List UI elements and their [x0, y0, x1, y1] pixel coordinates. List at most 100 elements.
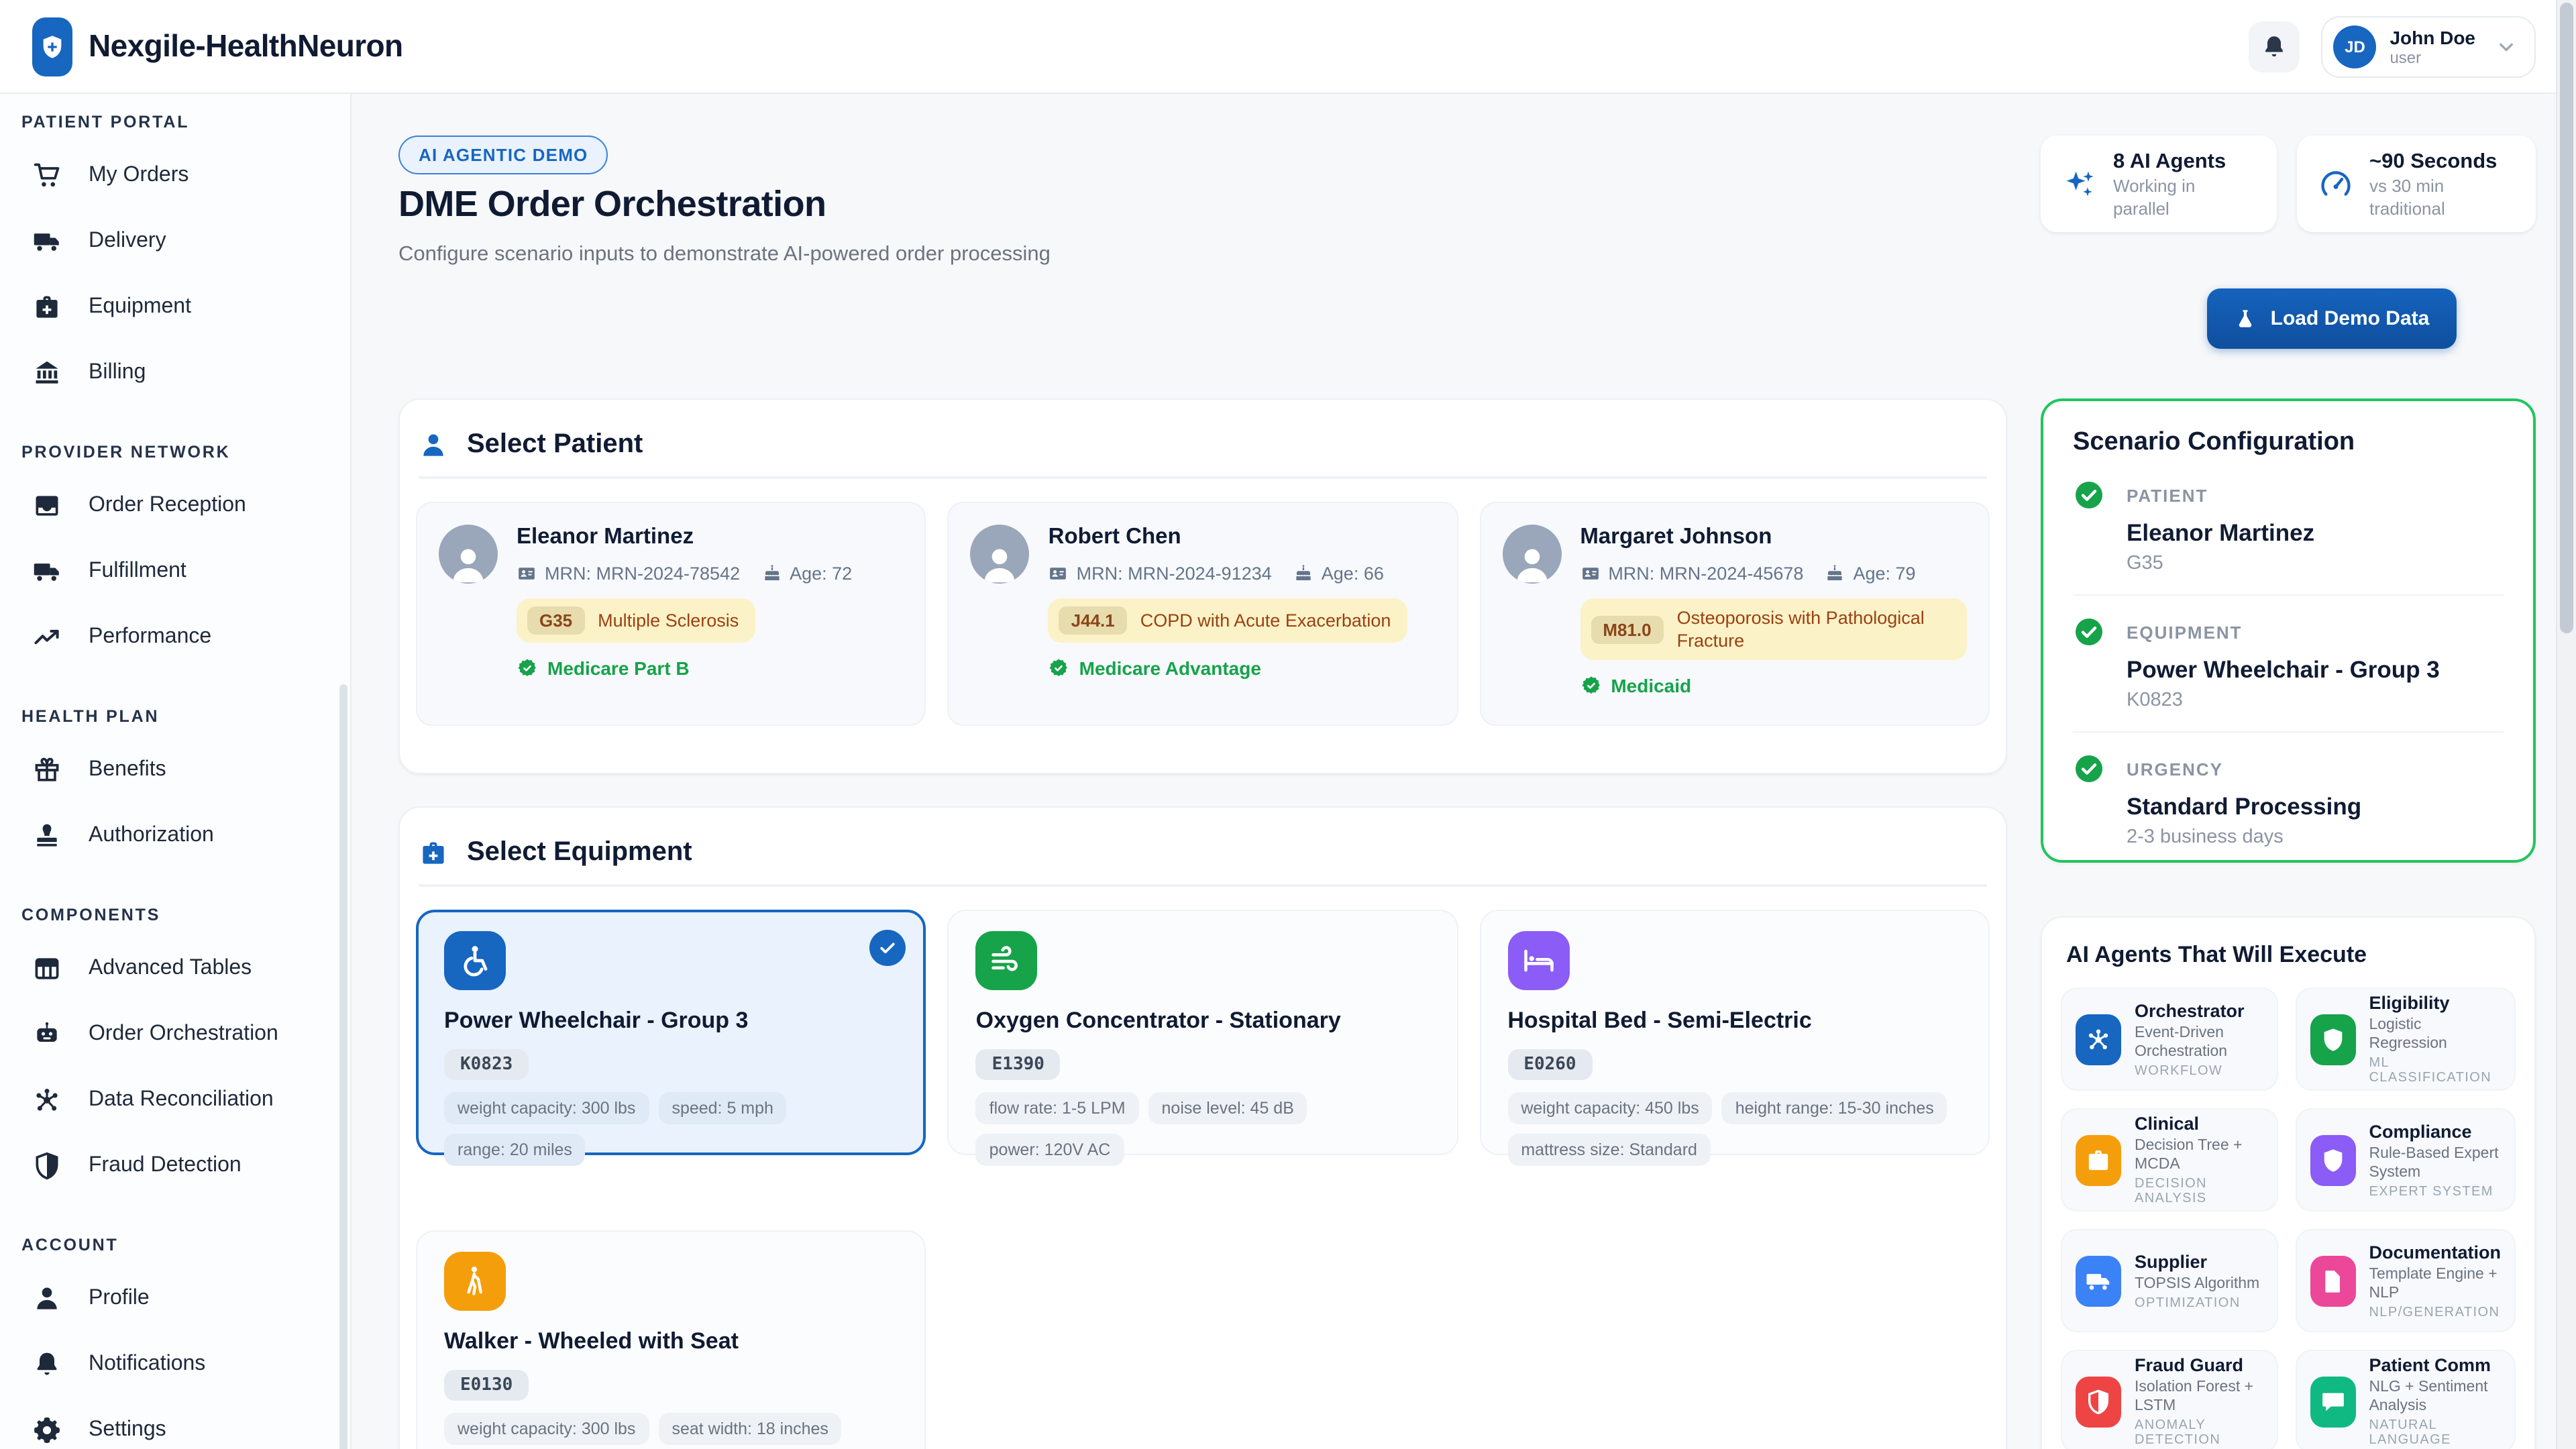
- patient-age: Age: 79: [1853, 564, 1916, 584]
- load-demo-data-button[interactable]: Load Demo Data: [2207, 288, 2457, 349]
- equipment-card-oxygen-concentrator[interactable]: Oxygen Concentrator - Stationary E1390 f…: [947, 910, 1458, 1166]
- sidebar-item-data-reconciliation[interactable]: Data Reconciliation: [0, 1067, 350, 1132]
- equipment-card-hospital-bed[interactable]: Hospital Bed - Semi-Electric E0260 weigh…: [1479, 910, 1990, 1166]
- icd-code: M81.0: [1591, 615, 1664, 643]
- bell-icon: [2261, 33, 2288, 60]
- sidebar-item-equipment[interactable]: Equipment: [0, 274, 350, 339]
- patient-card-eleanor-martinez[interactable]: Eleanor Martinez MRN: MRN-2024-78542 Age…: [416, 502, 926, 726]
- sidebar-scrollbar[interactable]: [339, 684, 347, 1449]
- agent-card-supplier: Supplier TOPSIS Algorithm OPTIMIZATION: [2061, 1229, 2278, 1332]
- badge-check-icon: [1580, 675, 1601, 696]
- patient-card-margaret-johnson[interactable]: Margaret Johnson MRN: MRN-2024-45678 Age…: [1479, 502, 1990, 726]
- trending-up-icon: [32, 622, 62, 651]
- sidebar-item-performance[interactable]: Performance: [0, 604, 350, 669]
- page-scrollbar-thumb[interactable]: [2560, 3, 2573, 633]
- agent-card-clinical: Clinical Decision Tree + MCDA DECISION A…: [2061, 1108, 2278, 1212]
- spec-chip: mattress size: Standard: [1507, 1134, 1711, 1166]
- cake-icon: [1825, 564, 1845, 584]
- patient-card-robert-chen[interactable]: Robert Chen MRN: MRN-2024-91234 Age: 66 …: [947, 502, 1458, 726]
- wheelchair-icon: [458, 943, 492, 978]
- scenario-sub: 2-3 business days: [2127, 826, 2284, 848]
- sidebar-item-benefits[interactable]: Benefits: [0, 737, 350, 802]
- truck-icon: [32, 226, 62, 256]
- spec-chip: speed: 5 mph: [658, 1092, 787, 1124]
- user-menu[interactable]: JD John Doe user: [2321, 15, 2536, 77]
- shield-half-icon: [2085, 1388, 2112, 1415]
- hcpcs-code: K0823: [444, 1049, 529, 1080]
- shield-check-icon: [2319, 1026, 2346, 1053]
- sidebar-item-fulfillment[interactable]: Fulfillment: [0, 538, 350, 604]
- spec-chip: seat width: 18 inches: [658, 1413, 842, 1445]
- sidebar-item-order-orchestration[interactable]: Order Orchestration: [0, 1001, 350, 1067]
- sidebar-item-my-orders[interactable]: My Orders: [0, 142, 350, 208]
- sidebar-item-delivery[interactable]: Delivery: [0, 208, 350, 274]
- badge-check-icon: [1049, 657, 1070, 679]
- agent-card-fraud-guard: Fraud Guard Isolation Forest + LSTM ANOM…: [2061, 1350, 2278, 1449]
- equipment-card-power-wheelchair[interactable]: Power Wheelchair - Group 3 K0823 weight …: [416, 910, 926, 1166]
- sidebar-item-advanced-tables[interactable]: Advanced Tables: [0, 935, 350, 1001]
- equipment-name: Walker - Wheeled with Seat: [444, 1328, 739, 1354]
- sidebar-section-patient-portal: PATIENT PORTAL: [21, 113, 190, 131]
- cake-icon: [761, 564, 782, 584]
- bed-icon: [1521, 943, 1556, 978]
- scenario-value: Standard Processing: [2127, 793, 2362, 820]
- sidebar-item-settings[interactable]: Settings: [0, 1397, 350, 1449]
- section-title: Select Patient: [467, 429, 643, 459]
- scenario-label: PATIENT: [2127, 485, 2208, 505]
- sidebar-item-fraud-detection[interactable]: Fraud Detection: [0, 1132, 350, 1198]
- stat-title: 8 AI Agents: [2113, 150, 2226, 172]
- divider: [2073, 594, 2504, 596]
- agent-icon-box: [2076, 1014, 2121, 1065]
- person-icon: [419, 430, 448, 460]
- cart-icon: [32, 160, 62, 190]
- sidebar-item-notifications[interactable]: Notifications: [0, 1331, 350, 1397]
- walker-icon: [458, 1264, 492, 1299]
- agent-card-eligibility: Eligibility Logistic Regression ML CLASS…: [2295, 987, 2516, 1091]
- spec-chip: height range: 15-30 inches: [1721, 1092, 1947, 1124]
- cake-icon: [1293, 564, 1313, 584]
- divider: [419, 476, 1987, 479]
- chat-icon: [2319, 1388, 2346, 1415]
- person-icon: [1509, 543, 1554, 584]
- sidebar: PATIENT PORTAL My Orders Delivery Equipm…: [0, 94, 352, 1449]
- file-icon: [2319, 1267, 2346, 1294]
- insurance-label: Medicare Advantage: [1079, 657, 1261, 679]
- agent-icon-box: [2310, 1255, 2356, 1306]
- stat-card-speed: ~90 Seconds vs 30 min traditional: [2297, 136, 2536, 232]
- gauge-icon: [2318, 166, 2353, 201]
- scenario-sub: K0823: [2127, 690, 2183, 711]
- diagnosis-label: Multiple Sclerosis: [598, 610, 739, 631]
- person-icon: [977, 543, 1023, 584]
- hcpcs-code: E0260: [1507, 1049, 1593, 1080]
- scenario-label: URGENCY: [2127, 759, 2224, 779]
- agent-icon-box: [2310, 1134, 2356, 1185]
- selected-check-icon: [869, 930, 906, 966]
- check-icon: [878, 938, 898, 958]
- equipment-name: Power Wheelchair - Group 3: [444, 1008, 749, 1033]
- avatar: [1502, 525, 1562, 584]
- agent-icon-box: [2310, 1014, 2356, 1065]
- truck-icon: [2085, 1267, 2112, 1294]
- scenario-value: Eleanor Martinez: [2127, 519, 2315, 546]
- patient-mrn: MRN: MRN-2024-78542: [545, 564, 741, 584]
- scenario-label: EQUIPMENT: [2127, 622, 2243, 642]
- badge-check-icon: [517, 657, 538, 679]
- scenario-item-urgency: URGENCY Standard Processing 2-3 business…: [2073, 753, 2504, 848]
- notifications-button[interactable]: [2249, 21, 2300, 72]
- equipment-name: Hospital Bed - Semi-Electric: [1507, 1008, 1812, 1033]
- ai-agents-panel: AI Agents That Will Execute Orchestrator…: [2041, 916, 2536, 1449]
- check-circle-icon: [2073, 753, 2105, 785]
- spec-chip: noise level: 45 dB: [1148, 1092, 1307, 1124]
- sidebar-item-billing[interactable]: Billing: [0, 339, 350, 405]
- patient-name: Margaret Johnson: [1580, 525, 1772, 549]
- diagnosis-label: Osteoporosis with Pathological Fracture: [1676, 608, 1925, 651]
- demo-badge: AI AGENTIC DEMO: [398, 136, 608, 174]
- avatar: JD: [2333, 25, 2377, 68]
- id-card-icon: [1580, 564, 1600, 584]
- agent-icon-box: [2076, 1376, 2121, 1427]
- sidebar-item-order-reception[interactable]: Order Reception: [0, 472, 350, 538]
- spec-chip: flow rate: 1-5 LPM: [975, 1092, 1139, 1124]
- sidebar-item-profile[interactable]: Profile: [0, 1265, 350, 1331]
- equipment-card-walker[interactable]: Walker - Wheeled with Seat E0130 weight …: [416, 1230, 926, 1449]
- sidebar-item-authorization[interactable]: Authorization: [0, 802, 350, 868]
